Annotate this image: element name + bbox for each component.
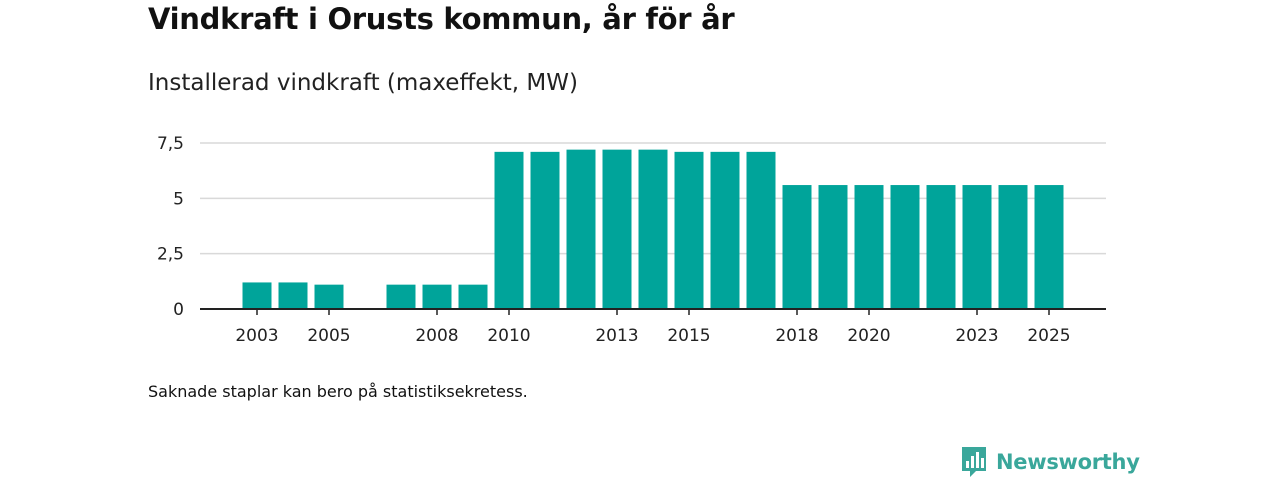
newsworthy-logo-text: Newsworthy <box>996 450 1140 474</box>
x-tick-label: 2010 <box>487 326 530 346</box>
bar-2003 <box>242 282 272 309</box>
bar-2018 <box>782 185 812 309</box>
bar-2014 <box>638 149 668 309</box>
x-tick-label: 2008 <box>415 326 458 346</box>
bar-2012 <box>566 149 596 309</box>
chart-subtitle: Installerad vindkraft (maxeffekt, MW) <box>148 70 578 96</box>
bar-2025 <box>1034 185 1064 309</box>
x-tick-label: 2025 <box>1027 326 1070 346</box>
chart-title: Vindkraft i Orusts kommun, år för år <box>148 2 735 36</box>
x-tick-label: 2015 <box>667 326 710 346</box>
y-tick-label: 0 <box>173 300 184 320</box>
bar-2010 <box>494 151 524 309</box>
bar-2024 <box>998 185 1028 309</box>
bar-2005 <box>314 284 344 309</box>
bar-2004 <box>278 282 308 309</box>
x-tick-label: 2003 <box>235 326 278 346</box>
bar-2007 <box>386 284 416 309</box>
bar-2022 <box>926 185 956 309</box>
y-tick-label: 7,5 <box>157 134 184 154</box>
bar-2017 <box>746 151 776 309</box>
bar-2020 <box>854 185 884 309</box>
x-tick-label: 2018 <box>775 326 818 346</box>
y-tick-label: 5 <box>173 189 184 209</box>
bar-2011 <box>530 151 560 309</box>
footnote: Saknade staplar kan bero på statistiksek… <box>148 382 528 401</box>
x-tick-label: 2013 <box>595 326 638 346</box>
bar-2015 <box>674 151 704 309</box>
x-tick-label: 2005 <box>307 326 350 346</box>
newsworthy-logo[interactable]: Newsworthy <box>960 444 1140 480</box>
bar-2013 <box>602 149 632 309</box>
newsworthy-logo-icon <box>962 447 986 477</box>
bar-2021 <box>890 185 920 309</box>
x-tick-label: 2023 <box>955 326 998 346</box>
y-tick-label: 2,5 <box>157 245 184 265</box>
bar-2008 <box>422 284 452 309</box>
x-tick-label: 2020 <box>847 326 890 346</box>
bar-2019 <box>818 185 848 309</box>
bar-2016 <box>710 151 740 309</box>
bar-2009 <box>458 284 488 309</box>
bar-2023 <box>962 185 992 309</box>
